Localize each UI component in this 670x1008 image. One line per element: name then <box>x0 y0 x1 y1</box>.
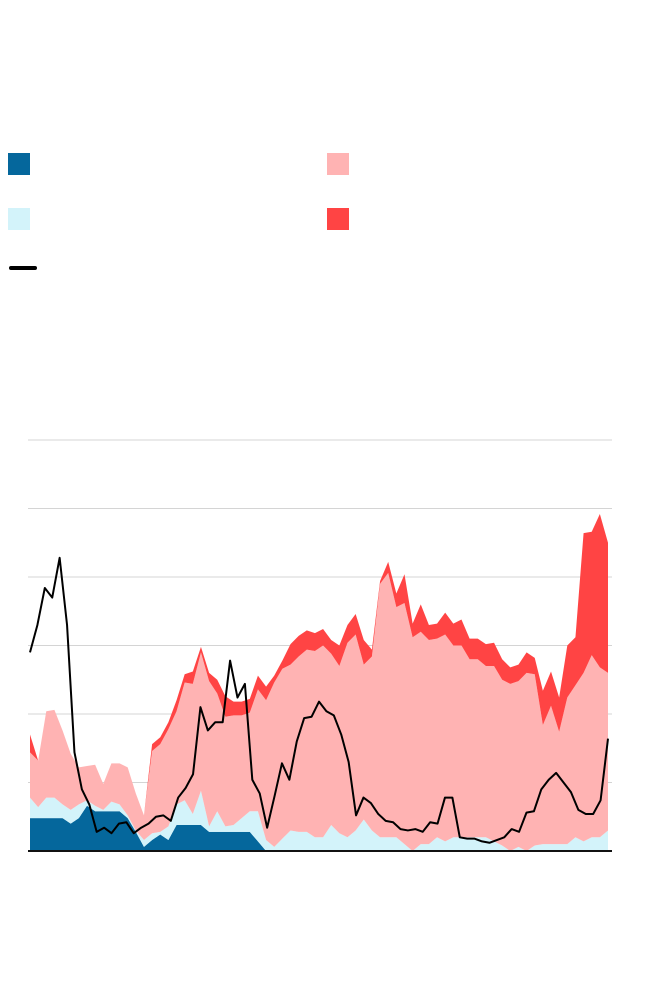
legend-swatch-red <box>327 208 349 230</box>
line-series <box>29 556 609 844</box>
area-series-0 <box>30 805 608 851</box>
legend <box>0 0 670 300</box>
legend-item-red <box>327 208 359 230</box>
legend-item-line <box>9 266 47 270</box>
area-series-2 <box>30 572 608 851</box>
legend-line-swatch <box>9 266 37 270</box>
area-series-1 <box>30 790 608 851</box>
legend-item-light-red <box>327 153 359 175</box>
legend-swatch-light-red <box>327 153 349 175</box>
legend-swatch-dark-blue <box>8 153 30 175</box>
legend-swatch-light-blue <box>8 208 30 230</box>
area-series-3 <box>30 513 608 816</box>
stacked-areas <box>30 513 608 851</box>
line-series-group <box>29 556 609 844</box>
legend-item-dark-blue <box>8 153 40 175</box>
legend-item-light-blue <box>8 208 40 230</box>
